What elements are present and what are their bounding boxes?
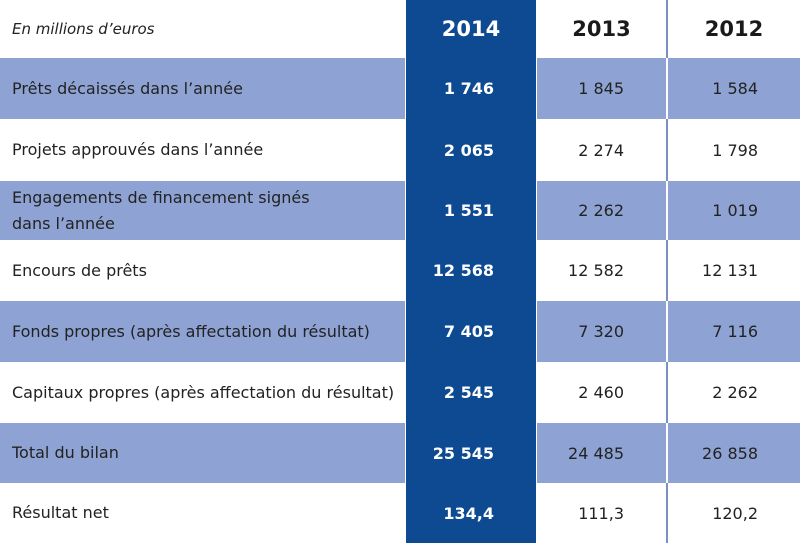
value-2012: 12 131 [702,261,758,280]
row-label: Résultat net [12,503,109,522]
value-2012: 1 584 [712,79,758,98]
row-label: Fonds propres (après affectation du résu… [12,321,370,341]
table-row: Encours de prêts 12 568 12 582 12 131 [0,240,800,301]
row-label: Engagements de financement signés dans l… [12,187,310,233]
table-row: Engagements de financement signés dans l… [0,181,800,240]
value-2012: 1 019 [712,201,758,220]
row-label: Capitaux propres (après affectation du r… [12,382,395,402]
value-2013: 2 460 [537,362,668,423]
row-label: Projets approuvés dans l’année [12,140,264,159]
table-row: Projets approuvés dans l’année 2 065 2 2… [0,119,800,181]
header-year-2012: 2012 [704,17,764,41]
value-2013: 2 262 [537,181,668,240]
value-2014: 25 545 [405,423,537,483]
value-2013: 111,3 [537,483,668,543]
value-2013: 2 274 [537,119,668,181]
value-2013: 7 320 [537,301,668,362]
value-2013: 12 582 [537,240,668,301]
table-row: Prêts décaissés dans l’année 1 746 1 845… [0,58,800,119]
table-row: Résultat net 134,4 111,3 120,2 [0,483,800,543]
value-2014: 2 545 [405,362,537,423]
table-caption: En millions d’euros [12,20,155,38]
row-label: Prêts décaissés dans l’année [12,78,243,98]
row-label: Total du bilan [12,443,119,462]
table-row: Capitaux propres (après affectation du r… [0,362,800,423]
table-header-row: En millions d’euros 2014 2013 2012 [0,0,800,58]
value-2012: 120,2 [712,503,758,523]
value-2012: 2 262 [712,383,758,402]
value-2014: 1 746 [405,58,537,119]
value-2012: 7 116 [712,322,758,341]
value-2013: 24 485 [537,423,668,483]
value-2014: 2 065 [405,119,537,181]
value-2012: 1 798 [712,140,758,160]
value-2012: 26 858 [702,443,758,463]
value-2013: 1 845 [537,58,668,119]
row-label: Encours de prêts [12,260,147,280]
value-2014: 134,4 [405,483,537,543]
header-year-2013: 2013 [537,0,668,58]
table-row: Fonds propres (après affectation du résu… [0,301,800,362]
value-2014: 1 551 [405,181,537,240]
value-2014: 7 405 [405,301,537,362]
value-2014: 12 568 [405,240,537,301]
table-row: Total du bilan 25 545 24 485 26 858 [0,423,800,483]
header-year-2014: 2014 [405,0,537,58]
